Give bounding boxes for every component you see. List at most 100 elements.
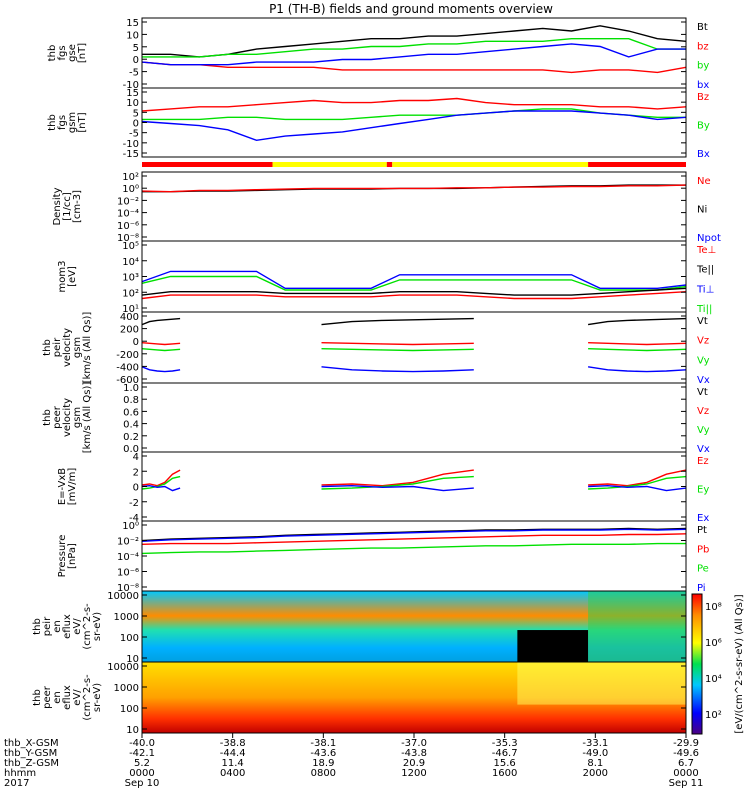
x-tick-label: 0800	[311, 768, 336, 779]
y-tick-label: 10⁻⁶	[117, 221, 139, 232]
spectrogram-late-region	[588, 591, 686, 662]
y-axis-label: [km/s (All Qs)]	[82, 312, 93, 384]
y-tick-label: 10⁴	[122, 257, 139, 268]
colorbar-tick-label: 10⁸	[705, 602, 722, 613]
colorbar: 10⁸ 10⁶ 10⁴ 10² [eV/(cm^2-s-sr-eV) (All Qs)]	[691, 593, 745, 735]
y-axis-label: gsm	[72, 337, 83, 358]
legend-entry-Vt: Vt	[697, 316, 708, 327]
y-axis-label: [nT]	[77, 43, 88, 63]
panel-peer_spectrogram: 10000 1000 100 10 thb peer en eflux eV/(cm^2-s-s…	[32, 661, 687, 736]
x-tick-label: 1600	[492, 768, 517, 779]
series-line-Bz	[141, 97, 687, 112]
x-row-label: thb_Z-GSM	[4, 758, 59, 769]
y-axis-label: [nT]	[77, 112, 88, 132]
legend-entry-Pt: Pt	[697, 525, 707, 536]
y-tick-label: 15	[126, 18, 139, 29]
y-tick-label: -15	[123, 149, 139, 160]
y-tick-label: 10	[126, 725, 139, 736]
panel-frame	[141, 17, 687, 89]
x-tick-label: 11.4	[222, 758, 244, 769]
y-axis-label: velocity	[62, 328, 73, 367]
legend-entry-Ey: Ey	[697, 485, 709, 496]
y-tick-label: 10⁻⁸	[117, 583, 139, 594]
panel-temperature: 10⁵ 10⁴ 10³ 10² 10¹ mom3 [eV] Te⊥ Te|| Ti⊥ Ti||	[57, 240, 716, 315]
x-axis-labels: thb_X-GSM -40.0 -38.8 -38.1 -37.0 -35.3 -33.1-…	[4, 733, 703, 789]
y-tick-label: 0.6	[123, 407, 139, 418]
legend-entry-bz: bz	[697, 41, 709, 52]
x-tick-label: -43.6	[310, 748, 336, 759]
series-line-Pb	[141, 533, 687, 545]
y-tick-label: 10²	[122, 172, 139, 183]
series-line-Vy	[321, 348, 474, 352]
y-tick-label: 10⁰	[122, 184, 139, 195]
quality-flag-bar	[142, 162, 686, 167]
y-axis-label: E=-VxB	[57, 468, 68, 505]
series-line-Ti||	[141, 275, 687, 291]
y-tick-label: 10	[126, 98, 139, 109]
legend-entry-Bt: Bt	[697, 22, 708, 33]
y-tick-label: 10⁻⁴	[117, 552, 139, 563]
y-tick-label: 10⁻⁸	[117, 233, 139, 244]
series-line-Ey	[588, 475, 687, 490]
y-tick-label: -400	[116, 362, 139, 373]
y-axis-label: fgs	[57, 45, 68, 60]
y-axis-label: thb	[32, 689, 43, 706]
series-line-Te⊥	[141, 291, 687, 300]
series-line-Ex	[141, 484, 181, 492]
legend-entry-Bx: Bx	[697, 149, 710, 160]
x-tick-label: -35.3	[492, 738, 518, 749]
y-tick-label: 4	[133, 452, 139, 463]
legend-entry-Vy: Vy	[697, 425, 710, 436]
series-line-Vz	[588, 342, 687, 346]
x-tick-label: 0000	[129, 768, 154, 779]
series-line-Ey	[321, 475, 474, 490]
legend-entry-Pe: Pe	[697, 564, 709, 575]
y-tick-label: -2	[129, 498, 139, 509]
y-axis-label: velocity	[62, 398, 73, 437]
quality-flag-segment	[272, 162, 387, 167]
x-tick-label: 20.9	[403, 758, 425, 769]
x-tick-label: Sep 10	[125, 778, 160, 789]
y-tick-label: 10	[126, 654, 139, 665]
series-line-Vx	[321, 366, 474, 373]
x-tick-label: 0400	[220, 768, 245, 779]
panel-frame	[141, 382, 687, 453]
series-line-Te||	[141, 287, 687, 296]
y-tick-label: 10000	[107, 591, 139, 602]
series-line-Vx	[141, 366, 181, 373]
y-tick-label: 1000	[114, 683, 139, 694]
y-axis-label: peer	[52, 405, 63, 429]
x-row-label: hhmm	[4, 768, 36, 779]
x-row-label: 2017	[4, 778, 29, 789]
y-tick-label: 10⁻²	[117, 196, 139, 207]
y-axis-label: eflux	[62, 614, 73, 639]
y-axis-label: eV/	[72, 689, 83, 706]
y-tick-label: 10⁻⁶	[117, 568, 139, 579]
legend-entry-Te||: Te||	[696, 265, 714, 276]
x-tick-label: 18.9	[312, 758, 334, 769]
legend-entry-Ex: Ex	[697, 513, 709, 524]
x-tick-label: 6.7	[678, 758, 694, 769]
x-tick-label: 15.6	[494, 758, 516, 769]
y-tick-label: 15	[126, 88, 139, 99]
colorbar-tick-label: 10⁶	[705, 638, 722, 649]
series-line-Bx	[141, 110, 687, 142]
y-axis-label: [1/cc]	[62, 192, 73, 221]
series-line-Vy	[588, 348, 687, 352]
y-axis-label: peer	[42, 685, 53, 709]
series-line-bx	[141, 43, 686, 66]
colorbar-tick-label: 10²	[705, 710, 722, 721]
panel-efield: 4 2 0 -2 -4 E=-VxB [mV/m] Ez Ey Ex	[57, 451, 709, 524]
series-line-Ne	[141, 184, 687, 193]
y-tick-label: 0.8	[123, 395, 139, 406]
x-row-label: thb_X-GSM	[4, 738, 59, 749]
y-tick-label: -600	[116, 375, 139, 386]
y-tick-label: 100	[120, 633, 139, 644]
y-axis-label: sr-eV)	[92, 683, 103, 712]
series-line-Ey	[141, 475, 181, 490]
y-tick-label: -10	[123, 80, 139, 91]
y-axis-label: [km/s (All Qs)]	[82, 382, 93, 454]
panel-frame	[141, 171, 687, 242]
